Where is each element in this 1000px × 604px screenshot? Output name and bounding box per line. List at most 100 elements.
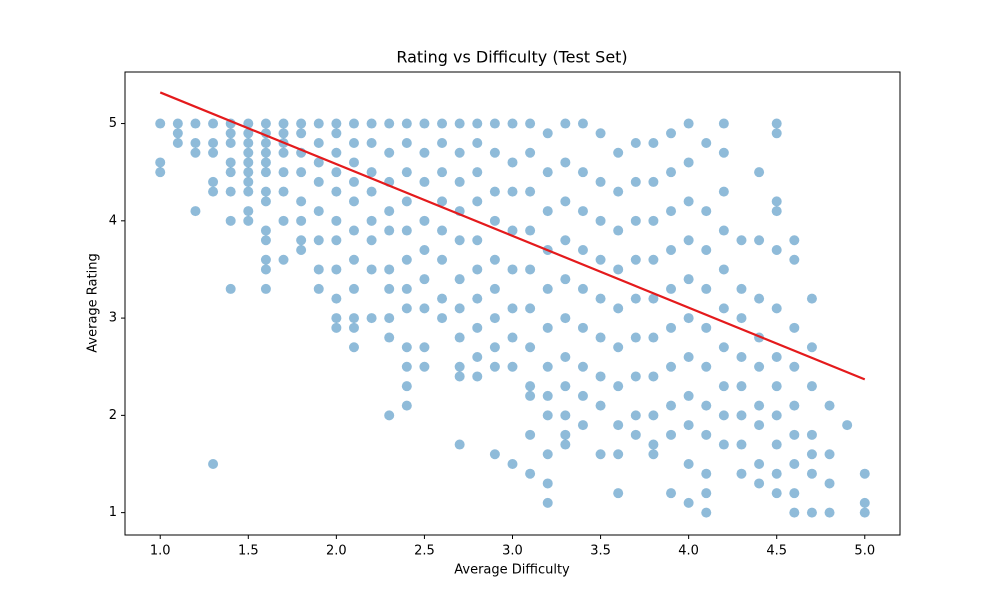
point xyxy=(771,468,782,479)
point xyxy=(437,167,448,178)
point xyxy=(789,458,800,469)
point xyxy=(683,458,694,469)
point xyxy=(560,313,571,324)
point xyxy=(736,381,747,392)
point xyxy=(754,420,765,431)
point xyxy=(824,507,835,518)
point xyxy=(525,390,536,401)
point xyxy=(648,293,659,304)
point xyxy=(507,225,518,236)
point xyxy=(313,235,324,246)
y-tick-label: 4 xyxy=(109,213,117,228)
point xyxy=(366,215,377,226)
point xyxy=(243,138,254,149)
point xyxy=(208,176,219,187)
point xyxy=(331,313,342,324)
point xyxy=(560,351,571,362)
point xyxy=(225,215,236,226)
point xyxy=(419,176,430,187)
point xyxy=(401,225,412,236)
point xyxy=(296,167,307,178)
point xyxy=(260,186,271,197)
point xyxy=(613,381,624,392)
point xyxy=(454,118,465,129)
point xyxy=(577,118,588,129)
point xyxy=(736,235,747,246)
point xyxy=(313,157,324,168)
point xyxy=(366,186,377,197)
point xyxy=(630,332,641,343)
point xyxy=(401,400,412,411)
point xyxy=(595,400,606,411)
point xyxy=(225,157,236,168)
point xyxy=(437,225,448,236)
point xyxy=(348,254,359,265)
point xyxy=(806,381,817,392)
point xyxy=(190,118,201,129)
point xyxy=(577,283,588,294)
point xyxy=(525,342,536,353)
point xyxy=(507,458,518,469)
point xyxy=(454,176,465,187)
point xyxy=(525,225,536,236)
point xyxy=(472,138,483,149)
point xyxy=(313,138,324,149)
point xyxy=(437,313,448,324)
point xyxy=(754,293,765,304)
point xyxy=(489,147,500,158)
point xyxy=(542,283,553,294)
point xyxy=(260,157,271,168)
point xyxy=(313,118,324,129)
point xyxy=(507,332,518,343)
point xyxy=(348,138,359,149)
point xyxy=(348,225,359,236)
point xyxy=(366,235,377,246)
x-tick-label: 2.0 xyxy=(326,544,347,559)
point xyxy=(384,225,395,236)
point xyxy=(630,429,641,440)
point xyxy=(648,439,659,450)
point xyxy=(648,371,659,382)
point xyxy=(542,322,553,333)
point xyxy=(260,225,271,236)
point xyxy=(666,429,677,440)
point xyxy=(331,215,342,226)
point xyxy=(613,225,624,236)
point xyxy=(313,206,324,217)
point xyxy=(560,235,571,246)
point xyxy=(648,449,659,460)
point xyxy=(419,361,430,372)
point xyxy=(384,332,395,343)
point xyxy=(648,254,659,265)
point xyxy=(613,449,624,460)
point xyxy=(789,254,800,265)
regression-line xyxy=(159,91,866,381)
point xyxy=(648,332,659,343)
point xyxy=(243,186,254,197)
point xyxy=(754,235,765,246)
point xyxy=(771,381,782,392)
point xyxy=(630,176,641,187)
point xyxy=(525,186,536,197)
point xyxy=(806,468,817,479)
point xyxy=(278,118,289,129)
point xyxy=(789,361,800,372)
point xyxy=(243,157,254,168)
point xyxy=(454,371,465,382)
point xyxy=(542,478,553,489)
point xyxy=(771,128,782,139)
point xyxy=(384,264,395,275)
point xyxy=(489,186,500,197)
point xyxy=(243,167,254,178)
point xyxy=(208,147,219,158)
point xyxy=(331,118,342,129)
point xyxy=(296,245,307,256)
x-tick-label: 4.0 xyxy=(678,544,699,559)
point xyxy=(771,303,782,314)
point xyxy=(401,381,412,392)
point xyxy=(489,254,500,265)
point xyxy=(754,458,765,469)
point xyxy=(718,439,729,450)
point xyxy=(278,128,289,139)
point xyxy=(454,439,465,450)
